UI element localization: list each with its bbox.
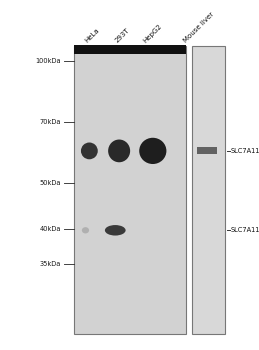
Text: 100kDa: 100kDa — [36, 58, 61, 64]
Ellipse shape — [139, 138, 166, 164]
Ellipse shape — [105, 225, 126, 236]
Text: 293T: 293T — [114, 27, 130, 44]
Ellipse shape — [81, 142, 98, 159]
Text: 50kDa: 50kDa — [40, 180, 61, 186]
Text: SLC7A11/xCT: SLC7A11/xCT — [231, 148, 259, 154]
Ellipse shape — [108, 140, 130, 162]
Text: Mouse liver: Mouse liver — [182, 11, 215, 44]
Bar — [192, 46, 225, 334]
Bar — [74, 46, 186, 54]
Text: SLC7A11/xCT: SLC7A11/xCT — [231, 227, 259, 233]
Text: 70kDa: 70kDa — [40, 119, 61, 125]
Ellipse shape — [82, 227, 89, 233]
Text: 40kDa: 40kDa — [40, 226, 61, 232]
Bar — [74, 46, 186, 334]
Text: HepG2: HepG2 — [142, 23, 163, 44]
Text: 35kDa: 35kDa — [40, 260, 61, 266]
Bar — [197, 147, 217, 154]
Text: HeLa: HeLa — [84, 27, 100, 44]
